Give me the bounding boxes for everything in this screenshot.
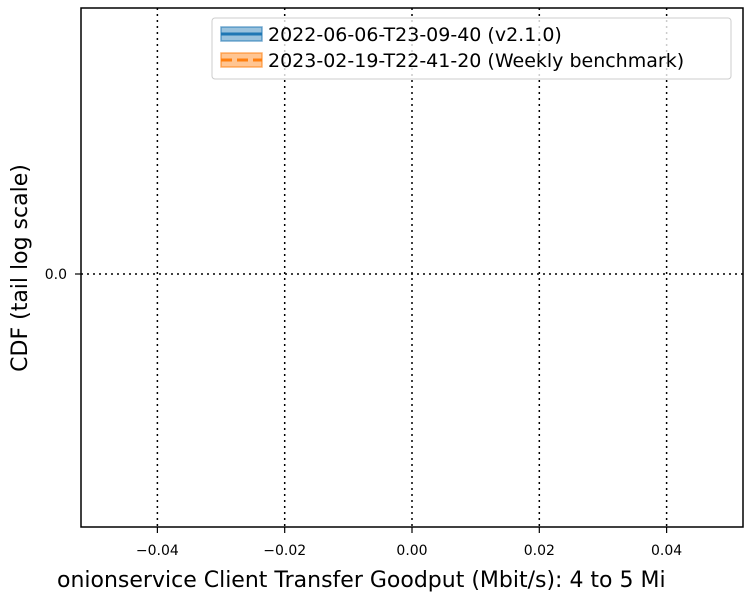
y-tick-label: 0.0 [45,267,67,283]
x-tick-label: 0.04 [651,543,682,559]
plot-area-frame [80,7,744,528]
y-axis-ticks: 0.0 [45,267,81,283]
x-tick-label: −0.04 [136,543,179,559]
x-tick-label: −0.02 [263,543,306,559]
x-tick-label: 0.02 [524,543,555,559]
x-tick-label: 0.00 [396,543,427,559]
legend-label-series-1: 2022-06-06-T23-09-40 (v2.1.0) [268,24,562,46]
legend-entry-series-2: 2023-02-19-T22-41-20 (Weekly benchmark) [220,50,684,72]
y-axis-label: CDF (tail log scale) [8,164,33,372]
x-axis-ticks: −0.04 −0.02 0.00 0.02 0.04 [136,527,682,559]
legend-entry-series-1: 2022-06-06-T23-09-40 (v2.1.0) [220,24,562,46]
legend-label-series-2: 2023-02-19-T22-41-20 (Weekly benchmark) [268,50,684,72]
legend-frame [211,17,732,80]
x-axis-label: onionservice Client Transfer Goodput (Mb… [57,568,666,593]
grid [81,8,743,527]
legend: 2022-06-06-T23-09-40 (v2.1.0) 2023-02-19… [211,17,732,80]
